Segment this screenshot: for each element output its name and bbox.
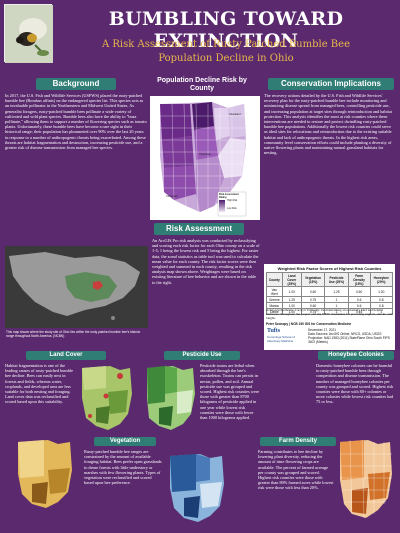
center-map-title-line-2: County (189, 85, 215, 92)
conservation-heading: Conservation Implications (268, 78, 394, 90)
center-map-title-line-1: Population Decline Risk by (157, 77, 247, 84)
city-label-cleveland: Cleveland (229, 113, 241, 116)
farm-density-text: Farming contributes to bee decline by lo… (258, 449, 334, 491)
table-cell: 0.75 (300, 308, 326, 315)
column-header: Pesticide Use (25%) (324, 272, 349, 287)
pesticide-heading: Pesticide Use (164, 351, 240, 360)
table-row: Van Wert 1.00 0.60 1.25 0.60 1.00 (266, 286, 393, 297)
conservation-text: The recovery actions detailed by the U.S… (264, 93, 392, 156)
pesticide-map (143, 362, 197, 432)
column-header: Land Cover (25%) (281, 272, 302, 287)
column-header: Honeybee (20%) (369, 272, 393, 287)
risk-table-panel: Weighted Risk Factor Scores of Highest R… (264, 264, 395, 350)
table-cell: 1.00 (369, 286, 393, 297)
north-america-range-map (5, 246, 148, 328)
acknowledgements-text: Acknowledgements: Carolyn Talmadge for m… (266, 308, 393, 321)
table-cell: 0.60 (300, 286, 326, 297)
pesticide-text: Pesticide toxins are lethal when absorbe… (200, 363, 260, 421)
table-cell: 0.60 (347, 286, 371, 297)
center-map-title: Population Decline Risk by County (146, 77, 258, 93)
legend-color-ramp (219, 200, 225, 212)
vegetation-heading: Vegetation (94, 437, 156, 446)
city-label-columbus: Columbus (199, 153, 211, 156)
farm-density-heading: Farm Density (260, 437, 336, 446)
poster-title: BUMBLING TOWARD EXTINCTION (108, 8, 344, 52)
tufts-subtitle: Cummings School of Veterinary Medicine (267, 335, 295, 343)
tufts-logo-text: Tufts (267, 328, 281, 334)
honeybee-text: Domestic honeybee colonies can be harmfu… (316, 363, 394, 405)
poster-subtitle: A Risk Assessment of Rusty Patched Bumbl… (56, 38, 396, 66)
credits-block: December 17, 2021 Data Sources: ArcGIS O… (308, 328, 393, 344)
honeybee-colonies-map (336, 434, 396, 524)
background-text: In 2017, the U.S. Fish and Wildlife Serv… (5, 93, 147, 151)
column-header: Vegetation (15%) (300, 272, 326, 287)
legend-low: Low Risk (227, 207, 237, 210)
honeybee-heading: Honeybee Colonies (318, 351, 394, 360)
credit-projection: Projection: NAD 1983 (2011) StatePlane O… (308, 336, 390, 344)
map-legend: Risk Assessment Rating High Risk Low Ris… (219, 193, 245, 215)
poster-header: BUMBLING TOWARD EXTINCTION A Risk Assess… (0, 0, 400, 82)
vegetation-text: Rusty-patched bumble bee ranges are cons… (84, 449, 162, 486)
risk-table-title: Weighted Risk Factor Scores of Highest R… (277, 266, 382, 271)
bumble-bee-photo (4, 4, 53, 63)
table-row: Darke 1.00 0.75 1 0.45 1 (266, 308, 393, 315)
legend-high: High Risk (227, 199, 238, 202)
background-heading: Background (36, 78, 116, 90)
table-cell: 0.45 (347, 308, 371, 315)
vegetation-map (14, 436, 76, 510)
table-cell: 1.25 (324, 286, 349, 297)
table-cell: 1 (369, 308, 393, 315)
farm-density-map (166, 450, 228, 524)
risk-by-county-map: Cleveland Columbus Cincinnati Risk Asses… (150, 96, 260, 220)
column-header: County (266, 272, 283, 287)
column-header: Farm Density (15%) (347, 272, 371, 287)
author-credit: Peter Szonopy | NCB 190 GIS for Conserva… (266, 322, 352, 326)
risk-assessment-heading: Risk Assessment (154, 223, 244, 235)
table-cell: 1.00 (281, 286, 302, 297)
credit-data-sources: Data Sources: ArcGIS Online, NRCS, USDA,… (308, 332, 382, 336)
credit-date: December 17, 2021 (308, 328, 336, 332)
subtitle-line-2: Population Decline in Ohio (158, 53, 294, 64)
legend-title: Risk Assessment Rating (219, 193, 239, 199)
range-map-caption: This map shows where the study site of O… (6, 330, 141, 338)
land-cover-heading: Land Cover (26, 351, 106, 360)
table-cell: Van Wert (266, 286, 283, 297)
risk-factor-table: County Land Cover (25%) Vegetation (15%)… (266, 272, 393, 315)
risk-assessment-text: An ArcGIS Pro risk analysis was conducte… (152, 238, 260, 285)
land-cover-text: Habitat fragmentation is one of the lead… (5, 363, 74, 405)
land-cover-map (78, 362, 136, 432)
city-label-cincinnati: Cincinnati (166, 195, 178, 198)
subtitle-line-1: A Risk Assessment of Rusty Patched Bumbl… (101, 39, 350, 50)
table-header-row: County Land Cover (25%) Vegetation (15%)… (266, 272, 393, 287)
